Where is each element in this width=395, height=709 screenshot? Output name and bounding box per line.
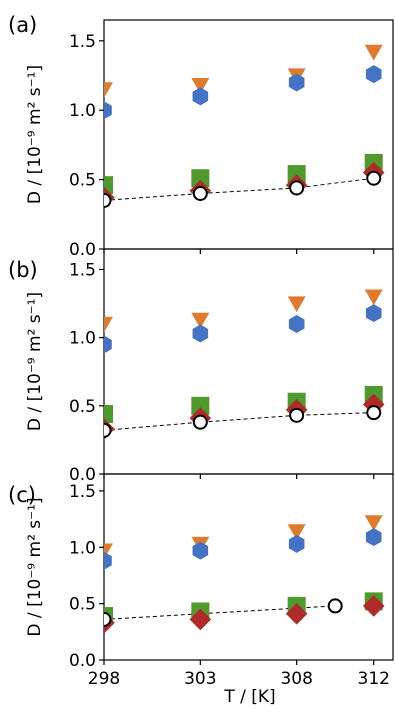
y-axis-label: D / [10⁻⁹ m² s⁻¹]: [25, 65, 45, 204]
data-point: [104, 316, 113, 333]
data-point: [289, 180, 305, 196]
panel-c: 0.0 0.5 1.0 1.5 D / [10⁻⁹ m² s⁻¹](c): [8, 473, 394, 671]
plot-frame: [103, 248, 394, 475]
y-tick-label: 0.0: [69, 651, 96, 671]
data-point: [287, 296, 306, 313]
series-diamond: [104, 161, 385, 209]
series-triangle-down: [104, 44, 383, 98]
data-point: [104, 551, 112, 570]
data-point: [191, 312, 210, 329]
data-point: [191, 169, 210, 188]
markers: [104, 289, 385, 440]
data-point: [288, 534, 305, 553]
data-point: [364, 44, 383, 61]
markers: [104, 44, 385, 209]
series-hexagon: [104, 304, 382, 354]
y-tick-label: 1.0: [69, 329, 96, 349]
data-point: [104, 192, 112, 208]
plot-frame: [103, 473, 394, 661]
series-square: [104, 153, 383, 195]
data-point: [192, 324, 209, 343]
panel-label: (b): [8, 258, 38, 282]
panels: 0.0 0.5 1.0 1.5 D / [10⁻⁹ m² s⁻¹] (a) 0.0 0.5 1.…: [8, 13, 394, 671]
data-point: [365, 65, 382, 84]
data-point: [327, 598, 343, 614]
fit-line: [103, 412, 374, 431]
y-tick-label: 0.0: [69, 240, 96, 260]
series-triangle-down: [104, 515, 383, 560]
y-tick-label: 1.0: [69, 101, 96, 121]
data-point: [287, 524, 306, 541]
y-tick-label: 1.5: [69, 260, 96, 280]
panel-a: 0.0 0.5 1.0 1.5 D / [10⁻⁹ m² s⁻¹] (a): [8, 13, 394, 260]
plot-frame: [103, 19, 394, 250]
data-point: [366, 405, 382, 421]
y-tick-label: 1.0: [69, 538, 96, 558]
data-point: [104, 335, 112, 354]
series-hexagon: [104, 65, 382, 120]
y-tick-label: 0.5: [69, 171, 96, 191]
data-point: [104, 422, 112, 438]
data-point: [192, 541, 209, 560]
x-tick-label: 312: [358, 669, 390, 689]
data-point: [191, 78, 210, 94]
data-point: [191, 396, 210, 415]
data-point: [366, 170, 382, 186]
x-tick-label: 308: [280, 669, 312, 689]
data-point: [364, 515, 383, 532]
y-tick-label: 0.0: [69, 465, 96, 485]
panel-label: (a): [8, 13, 37, 37]
y-axis-label: D / [10⁻⁹ m² s⁻¹]: [25, 497, 45, 636]
data-point: [362, 595, 385, 617]
series-open-circle: [104, 170, 382, 208]
data-point: [288, 315, 305, 333]
data-point: [289, 407, 305, 423]
data-point: [104, 405, 113, 423]
series-open-circle: [104, 405, 382, 438]
series-open-circle: [104, 598, 343, 627]
fit-line: [103, 177, 374, 201]
x-axis-label: T / [K]: [223, 687, 275, 707]
data-point: [287, 165, 306, 184]
data-point: [104, 101, 112, 120]
data-point: [288, 73, 305, 92]
data-point: [104, 176, 113, 195]
data-point: [104, 82, 113, 98]
data-point: [364, 289, 383, 306]
series-hexagon: [104, 528, 382, 570]
y-axis-label: D / [10⁻⁹ m² s⁻¹]: [25, 292, 45, 431]
panel-b: 0.0 0.5 1.0 1.5 D / [10⁻⁹ m² s⁻¹] (b): [8, 248, 394, 485]
x-tick-label: 298: [88, 669, 120, 689]
data-point: [365, 528, 382, 547]
data-point: [192, 414, 208, 430]
series-diamond: [104, 595, 385, 634]
y-tick-label: 0.5: [69, 595, 96, 615]
y-tick-label: 1.5: [69, 482, 96, 502]
x-tick-label: 303: [184, 669, 216, 689]
x-tick-labels: 298 303 308 312: [88, 669, 390, 689]
y-tick-label: 0.5: [69, 397, 96, 417]
series-diamond: [104, 393, 385, 440]
data-point: [104, 611, 112, 627]
data-point: [192, 185, 208, 201]
series-triangle-down: [104, 289, 383, 333]
data-point: [365, 304, 382, 323]
markers: [104, 515, 385, 634]
data-point: [192, 87, 209, 106]
series-square: [104, 385, 383, 423]
y-tick-label: 1.5: [69, 32, 96, 52]
data-point: [189, 608, 212, 631]
panel-label: (c): [8, 483, 36, 507]
data-point: [285, 602, 308, 625]
